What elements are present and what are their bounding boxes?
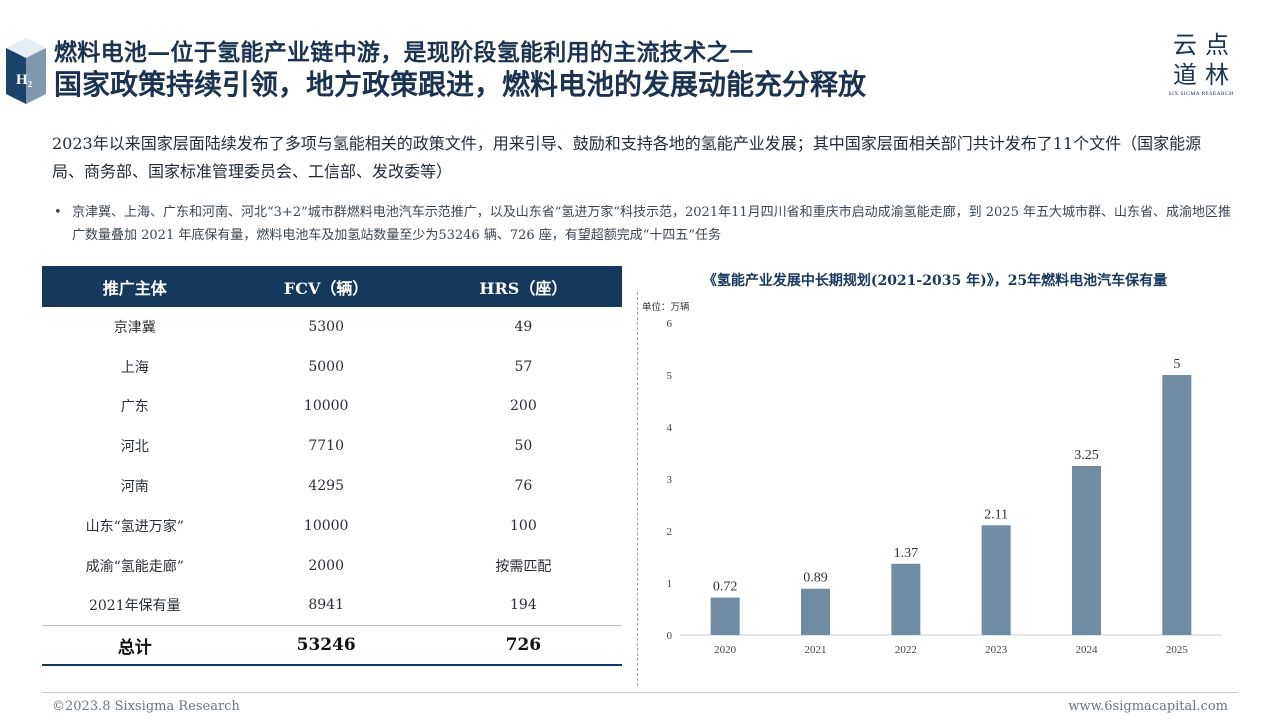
x-tick-label: 2022 <box>895 644 917 656</box>
bar <box>710 597 740 635</box>
y-tick-label: 3 <box>667 474 673 486</box>
cell-fcv: 7710 <box>308 438 344 455</box>
cell-subject: 成渝“氢能走廊” <box>85 558 184 575</box>
cell-total-hrs: 726 <box>424 625 622 667</box>
cell-hrs: 49 <box>514 318 533 335</box>
cell-total-fcv: 53246 <box>227 625 425 667</box>
cell-fcv: 8941 <box>227 585 425 626</box>
cell-fcv: 5000 <box>308 358 344 375</box>
cell-hrs: 194 <box>424 585 622 626</box>
data-label: 2.11 <box>984 507 1008 522</box>
cell-total-label: 总计 <box>42 625 228 667</box>
data-label: 1.37 <box>894 546 919 561</box>
data-label: 0.89 <box>803 571 828 586</box>
footer-divider <box>42 692 1238 693</box>
table-row: 成渝“氢能走廊” 2000 按需匹配 <box>42 546 622 586</box>
table-row: 河北 7710 50 <box>42 426 622 466</box>
x-tick-label: 2025 <box>1166 644 1189 656</box>
y-tick-label: 1 <box>667 578 673 590</box>
table-row: 山东“氢进万家” 10000 100 <box>42 506 622 546</box>
cell-subject: 山东“氢进万家” <box>85 518 184 535</box>
cell-hrs: 200 <box>510 398 537 415</box>
promotion-table: 推广主体 FCV（辆） HRS（座） 京津冀 5300 49 上海 5000 5… <box>42 266 622 667</box>
table-header-row: 推广主体 FCV（辆） HRS（座） <box>42 266 622 307</box>
logo-letter: H₂ <box>16 72 33 88</box>
brand-logo: 云点 道林 SIX SIGMA RESEARCH <box>1162 30 1240 97</box>
y-tick-label: 6 <box>667 318 673 330</box>
table-row: 上海 5000 57 <box>42 347 622 387</box>
brand-cn-line1: 云点 <box>1173 31 1237 59</box>
bar <box>801 588 830 635</box>
table-row: 京津冀 5300 49 <box>42 307 622 347</box>
y-tick-label: 2 <box>667 526 673 538</box>
x-tick-label: 2021 <box>805 644 827 656</box>
bar <box>891 563 921 635</box>
hydrogen-cube-logo: H₂ <box>6 38 46 104</box>
cell-hrs: 57 <box>514 358 533 375</box>
bullet-paragraph: • 京津冀、上海、广东和河南、河北“3+2”城市群燃料电池汽车示范推广，以及山东… <box>52 201 1232 247</box>
cell-hrs: 100 <box>510 517 537 534</box>
cell-fcv: 5300 <box>308 318 344 335</box>
cell-subject: 河北 <box>120 439 149 456</box>
chart-title: 《氢能产业发展中长期规划(2021-2035 年)》，25年燃料电池汽车保有量 <box>702 273 1168 289</box>
cell-fcv: 10000 <box>303 517 349 534</box>
data-label: 0.72 <box>713 580 738 595</box>
cell-fcv: 10000 <box>303 398 349 415</box>
table-header-hrs: HRS（座） <box>479 278 568 298</box>
cell-subject: 河南 <box>120 479 149 496</box>
cell-subject: 京津冀 <box>113 319 156 336</box>
bullet-dot: • <box>54 205 62 220</box>
table-row: 2021年保有量 8941 194 <box>42 585 622 626</box>
cell-subject: 2021年保有量 <box>42 585 228 626</box>
data-label: 5 <box>1173 357 1180 372</box>
bullet-text: 京津冀、上海、广东和河南、河北“3+2”城市群燃料电池汽车示范推广，以及山东省“… <box>72 205 1231 243</box>
brand-cn-line2: 道林 <box>1173 61 1237 89</box>
cell-hrs: 按需匹配 <box>495 558 552 575</box>
table-header-fcv: FCV（辆） <box>283 278 369 298</box>
y-tick-label: 0 <box>667 630 673 642</box>
bar <box>1072 466 1101 635</box>
page-title: 燃料电池—位于氢能产业链中游，是现阶段氢能利用的主流技术之一 <box>54 39 753 66</box>
table-header-subject: 推广主体 <box>102 278 167 298</box>
summary-paragraph: 2023年以来国家层面陆续发布了多项与氢能相关的政策文件，用来引导、鼓励和支持各… <box>52 134 1202 181</box>
data-label: 3.25 <box>1074 448 1099 463</box>
chart-unit-label: 单位：万辆 <box>642 302 690 313</box>
y-tick-label: 4 <box>667 422 673 434</box>
bar <box>981 525 1011 635</box>
y-tick-label: 5 <box>667 370 673 382</box>
table-total-row: 总计 53246 726 <box>42 625 622 667</box>
cell-subject: 上海 <box>120 359 149 376</box>
table-row: 河南 4295 76 <box>42 466 622 506</box>
table-row: 广东 10000 200 <box>42 387 622 427</box>
brand-en: SIX SIGMA RESEARCH <box>1168 91 1234 97</box>
x-tick-label: 2020 <box>714 644 737 656</box>
footer-website: www.6sigmacapital.com <box>1068 699 1228 714</box>
cell-fcv: 4295 <box>308 478 344 495</box>
x-tick-label: 2023 <box>985 644 1008 656</box>
cell-hrs: 50 <box>514 438 533 455</box>
fcv-bar-chart: 0 1 2 3 4 5 6 0.72 2020 0.89 2021 1.37 2022 2.11 2023 3… <box>667 318 1222 656</box>
bar <box>1162 375 1192 635</box>
x-tick-label: 2024 <box>1076 644 1099 656</box>
cell-hrs: 76 <box>514 478 533 495</box>
section-divider <box>637 292 638 686</box>
page-subtitle: 国家政策持续引领，地方政策跟进，燃料电池的发展动能充分释放 <box>54 68 867 101</box>
cell-subject: 广东 <box>120 399 149 416</box>
footer-copyright: ©2023.8 Sixsigma Research <box>52 699 240 714</box>
cell-fcv: 2000 <box>308 557 344 574</box>
